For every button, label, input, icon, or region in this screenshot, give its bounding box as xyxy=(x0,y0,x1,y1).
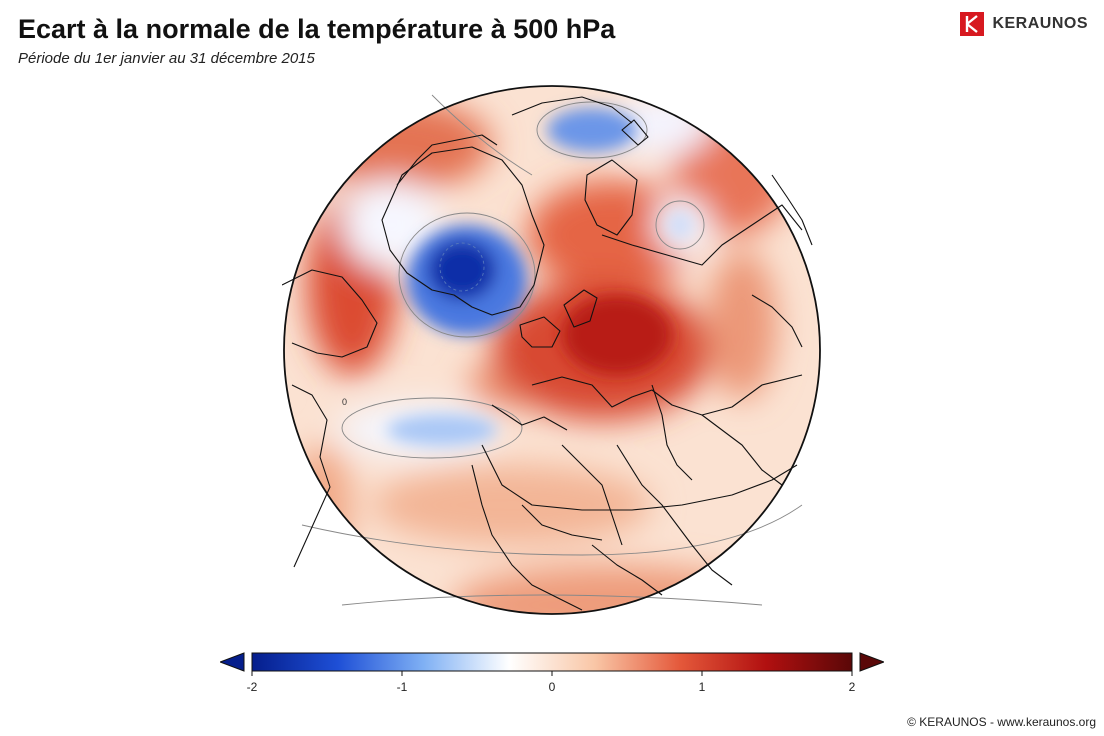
page-subtitle: Période du 1er janvier au 31 décembre 20… xyxy=(18,50,315,67)
colorbar-ticks: -2 -1 0 1 2 xyxy=(247,671,856,694)
colorbar-tick-label: 2 xyxy=(849,680,856,694)
colorbar-gradient xyxy=(251,652,853,672)
colorbar: -2 -1 0 1 2 xyxy=(220,652,884,694)
colorbar-tick-label: -1 xyxy=(397,680,408,694)
coastlines xyxy=(282,96,813,611)
page-title: Ecart à la normale de la température à 5… xyxy=(18,14,616,44)
colorbar-tick-label: 1 xyxy=(699,680,706,694)
contour-label: 0 xyxy=(342,397,347,407)
brand-name: KERAUNOS xyxy=(992,15,1088,32)
keraunos-logo-icon xyxy=(960,12,985,36)
globe-outline xyxy=(283,85,821,615)
copyright: © KERAUNOS - www.keraunos.org xyxy=(907,715,1096,729)
colorbar-tick-label: 0 xyxy=(549,680,556,694)
colorbar-min-arrow xyxy=(220,652,245,672)
anomaly-map: 0 xyxy=(282,85,821,615)
anomaly-field xyxy=(284,86,820,614)
colorbar-tick-label: -2 xyxy=(247,680,258,694)
contour-lines xyxy=(301,94,803,606)
colorbar-max-arrow xyxy=(859,652,884,672)
brand: KERAUNOS xyxy=(960,12,1088,36)
